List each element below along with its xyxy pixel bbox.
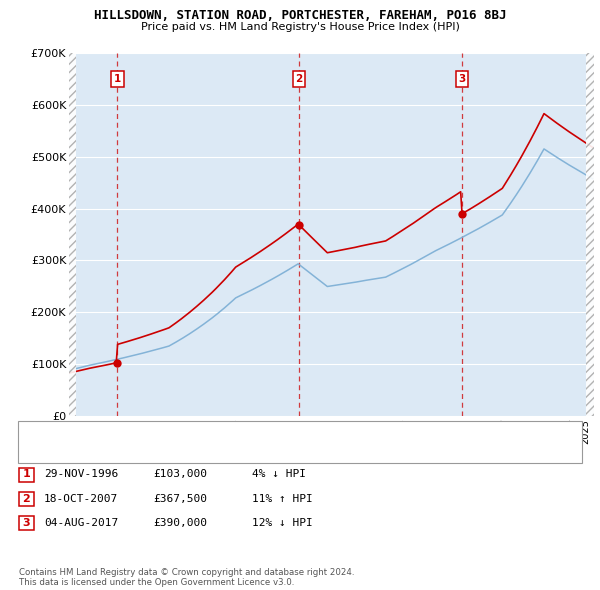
Text: 2: 2	[295, 74, 302, 84]
Text: £367,500: £367,500	[153, 494, 207, 503]
Text: 2: 2	[23, 494, 30, 503]
Text: £103,000: £103,000	[153, 470, 207, 479]
Text: HILLSDOWN, STATION ROAD, PORTCHESTER, FAREHAM, PO16 8BJ: HILLSDOWN, STATION ROAD, PORTCHESTER, FA…	[94, 9, 506, 22]
Text: Contains HM Land Registry data © Crown copyright and database right 2024.
This d: Contains HM Land Registry data © Crown c…	[19, 568, 355, 587]
Text: £390,000: £390,000	[153, 518, 207, 527]
Text: HILLSDOWN, STATION ROAD, PORTCHESTER, FAREHAM, PO16 8BJ (detached house): HILLSDOWN, STATION ROAD, PORTCHESTER, FA…	[55, 428, 463, 438]
Text: HPI: Average price, detached house, Fareham: HPI: Average price, detached house, Fare…	[55, 447, 278, 457]
Text: 4% ↓ HPI: 4% ↓ HPI	[252, 470, 306, 479]
Bar	[69, 53, 76, 416]
Text: 3: 3	[458, 74, 466, 84]
Text: Price paid vs. HM Land Registry's House Price Index (HPI): Price paid vs. HM Land Registry's House …	[140, 22, 460, 32]
Text: 29-NOV-1996: 29-NOV-1996	[44, 470, 118, 479]
Text: 1: 1	[114, 74, 121, 84]
Text: 3: 3	[23, 518, 30, 527]
Text: 04-AUG-2017: 04-AUG-2017	[44, 518, 118, 527]
Text: 18-OCT-2007: 18-OCT-2007	[44, 494, 118, 503]
Text: 1: 1	[23, 470, 30, 479]
Text: 12% ↓ HPI: 12% ↓ HPI	[252, 518, 313, 527]
Bar	[586, 53, 600, 416]
Text: 11% ↑ HPI: 11% ↑ HPI	[252, 494, 313, 503]
